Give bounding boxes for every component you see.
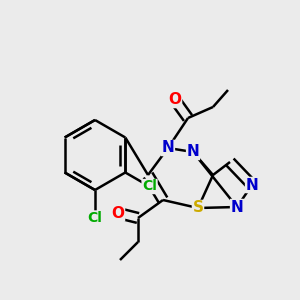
Text: N: N xyxy=(187,145,200,160)
Text: N: N xyxy=(162,140,174,155)
Text: S: S xyxy=(193,200,203,215)
Text: N: N xyxy=(246,178,258,193)
Text: O: O xyxy=(169,92,182,107)
Text: O: O xyxy=(112,206,124,220)
Text: Cl: Cl xyxy=(142,179,157,194)
Text: Cl: Cl xyxy=(88,211,102,225)
Text: N: N xyxy=(231,200,243,214)
